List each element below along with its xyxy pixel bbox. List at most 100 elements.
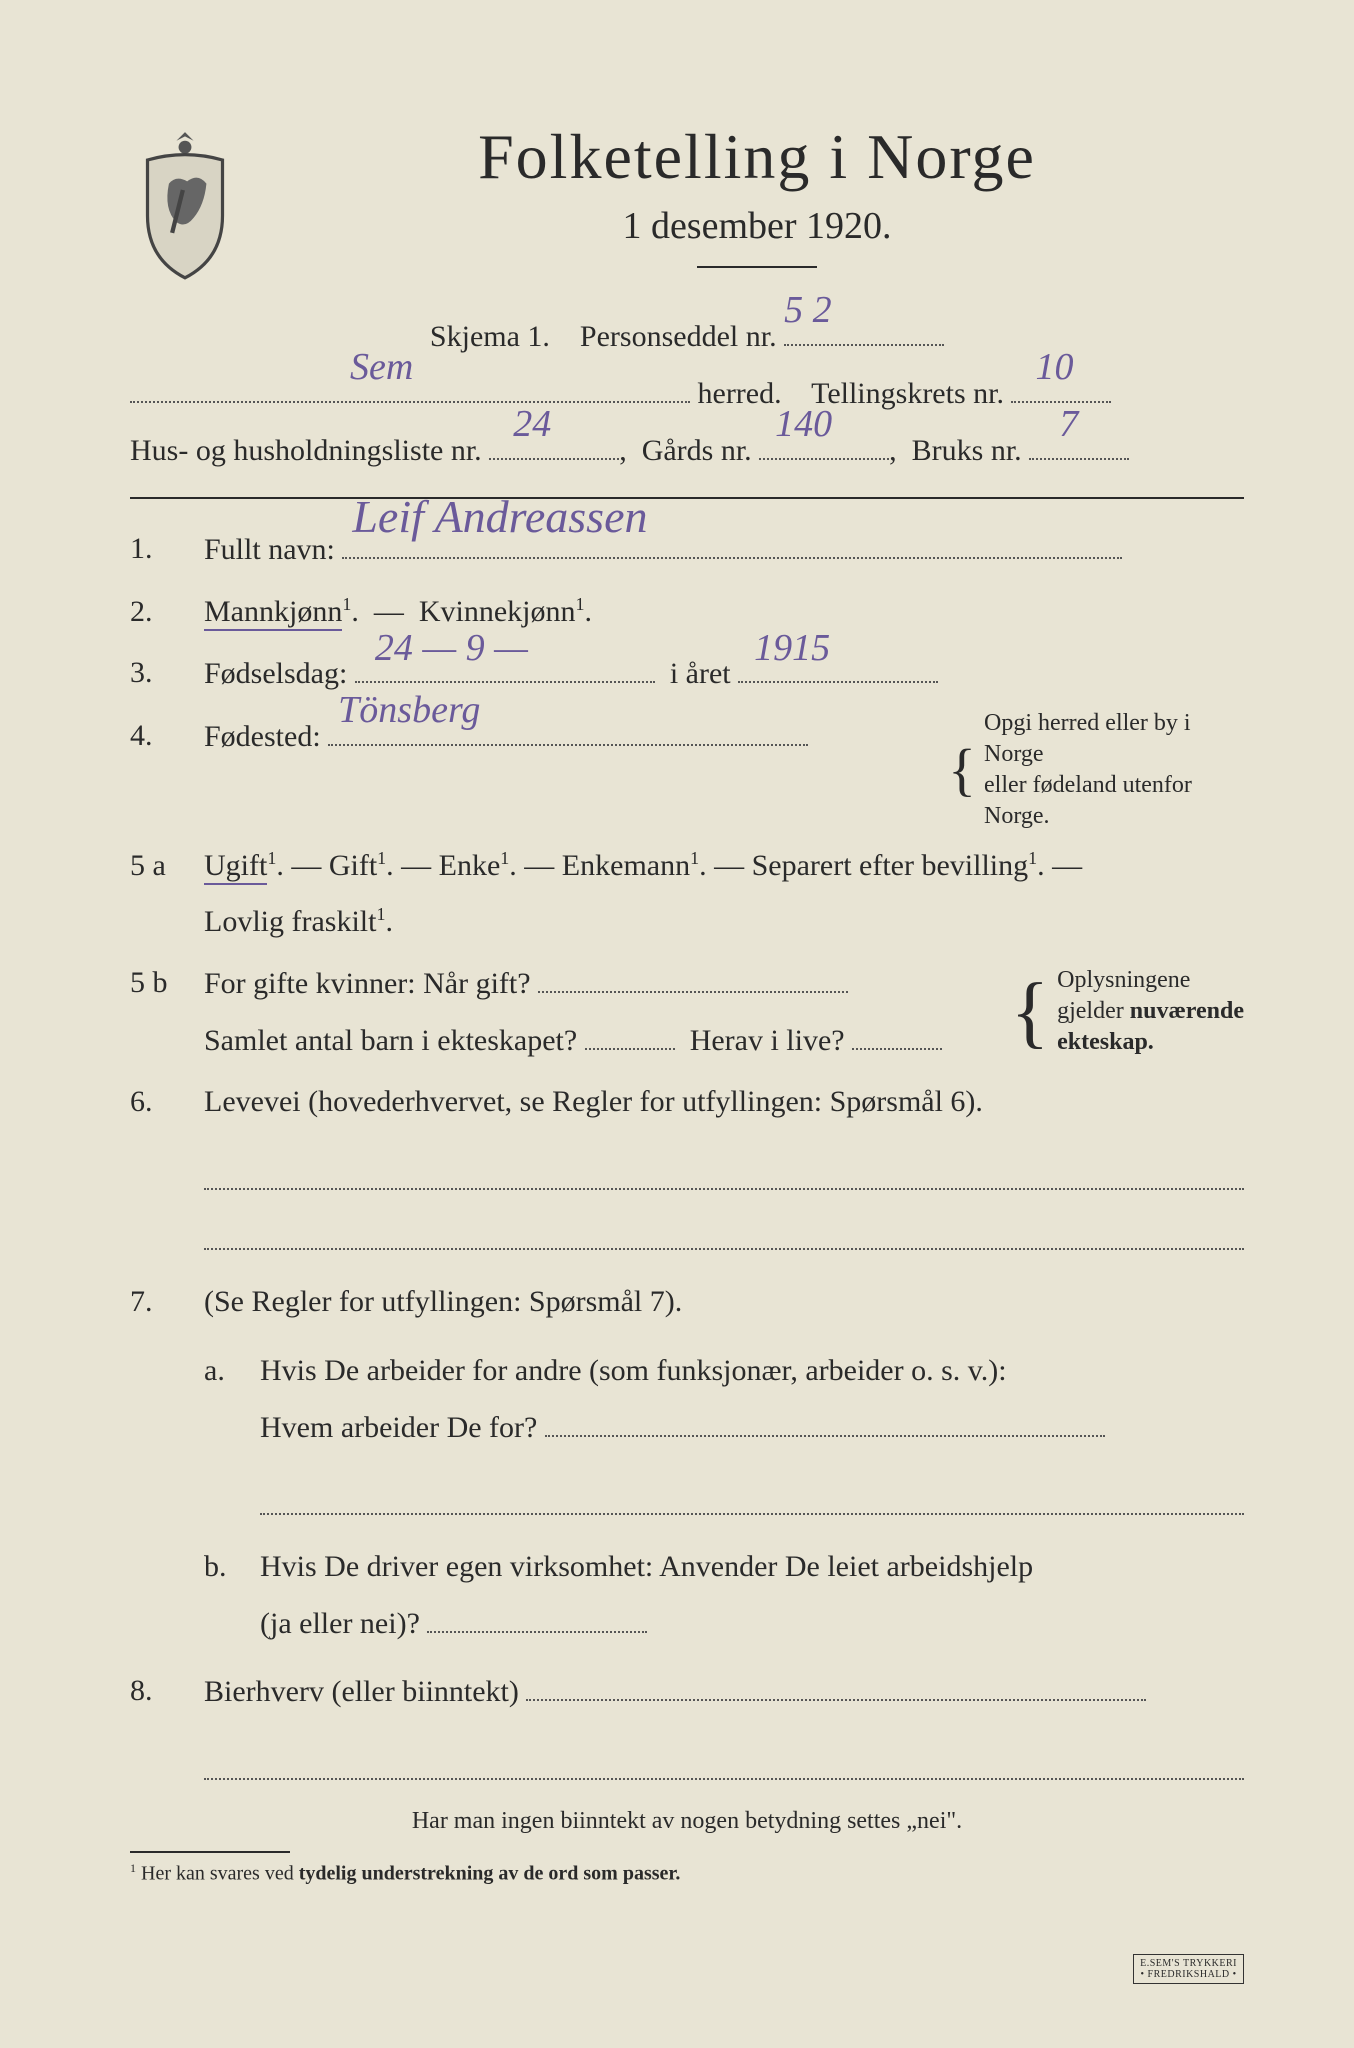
q5a-ugift: Ugift xyxy=(204,849,267,885)
q5b-n2: gjelder nuværende xyxy=(1057,998,1244,1024)
q5a-s6: 1 xyxy=(376,904,385,924)
footnote-b: tydelig understrekning av de ord som pas… xyxy=(299,1862,681,1884)
main-divider xyxy=(130,497,1244,499)
gards-field: 140 xyxy=(759,422,889,460)
q7-row: 7. (Se Regler for utfyllingen: Spørsmål … xyxy=(130,1274,1244,1652)
q1-num: 1. xyxy=(130,521,204,577)
q3-row: 3. Fødselsdag: 24 — 9 — i året 1915 xyxy=(130,645,1244,702)
q7a-l2: Hvem arbeider De for? xyxy=(260,1411,537,1444)
q5a-s4: 1 xyxy=(690,848,699,868)
gards-label: Gårds nr. xyxy=(642,434,752,467)
q4-body: Fødested: Tönsberg { Opgi herred eller b… xyxy=(204,708,1244,833)
q5b-note-group: { Oplysningene gjelder nuværende ekteska… xyxy=(1011,965,1244,1059)
q5b-l2b: Herav i live? xyxy=(690,1024,845,1057)
q7b-body: Hvis De driver egen virksomhet: Anvender… xyxy=(260,1539,1244,1651)
skjema-label: Skjema 1. xyxy=(430,320,550,353)
hus-field: 24 xyxy=(489,422,619,460)
q5a-row: 5 a Ugift1. — Gift1. — Enke1. — Enkemann… xyxy=(130,838,1244,949)
q4-label: Fødested: xyxy=(204,720,321,753)
q7a-body: Hvis De arbeider for andre (som funksjon… xyxy=(260,1343,1244,1455)
title-block: Folketelling i Norge 1 desember 1920. xyxy=(270,120,1244,298)
q2-sup2: 1 xyxy=(575,594,584,614)
q3-num: 3. xyxy=(130,645,204,701)
q5b-l1: For gifte kvinner: Når gift? xyxy=(204,967,531,1000)
q2-row: 2. Mannkjønn1. — Kvinnekjønn1. xyxy=(130,584,1244,640)
tellingskrets-label: Tellingskrets nr. xyxy=(811,377,1004,410)
footnote-marker: 1 xyxy=(130,1861,136,1875)
q5a-gift: Gift xyxy=(329,849,377,882)
q5b-note: Oplysningene gjelder nuværende ekteskap. xyxy=(1057,965,1244,1059)
q4-note-l1: Opgi herred eller by i Norge xyxy=(984,710,1191,767)
q8-label: Bierhverv (eller biinntekt) xyxy=(204,1675,519,1708)
q4-note-group: { Opgi herred eller by i Norge eller fød… xyxy=(948,708,1244,833)
bruks-field: 7 xyxy=(1029,422,1129,460)
hus-label: Hus- og husholdningsliste nr. xyxy=(130,434,482,467)
q2-body: Mannkjønn1. — Kvinnekjønn1. xyxy=(204,584,1244,640)
q4-num: 4. xyxy=(130,708,204,764)
brace-icon: { xyxy=(948,747,976,793)
q8-field xyxy=(526,1663,1146,1701)
q5b-f1 xyxy=(538,955,848,993)
q5b-f3 xyxy=(852,1012,942,1050)
q7a-num: a. xyxy=(204,1343,260,1455)
q6-num: 6. xyxy=(130,1074,204,1130)
bruks-value: 7 xyxy=(1059,388,1078,460)
q3-iaret: i året xyxy=(670,657,731,690)
q7b-l2: (ja eller nei)? xyxy=(260,1607,420,1640)
q5b-main: For gifte kvinner: Når gift? Samlet anta… xyxy=(204,955,1001,1068)
q4-main: Fødested: Tönsberg xyxy=(204,708,938,765)
q1-value: Leif Andreassen xyxy=(352,474,647,559)
q4-field: Tönsberg xyxy=(328,708,808,746)
footnote: 1 Her kan svares ved tydelig understrekn… xyxy=(130,1861,1244,1886)
q3-year-field: 1915 xyxy=(738,645,938,683)
q7a-l1: Hvis De arbeider for andre (som funksjon… xyxy=(260,1354,1007,1387)
skjema-line: Skjema 1. Personseddel nr. 5 2 xyxy=(130,308,1244,365)
q7b: b. Hvis De driver egen virksomhet: Anven… xyxy=(204,1539,1244,1651)
q7a: a. Hvis De arbeider for andre (som funks… xyxy=(204,1343,1244,1455)
q5a-s3: 1 xyxy=(500,848,509,868)
q5a-s5: 1 xyxy=(1028,848,1037,868)
q6-row: 6. Levevei (hovederhvervet, se Regler fo… xyxy=(130,1074,1244,1130)
q5b-row: 5 b For gifte kvinner: Når gift? Samlet … xyxy=(130,955,1244,1068)
q2-sup1: 1 xyxy=(342,594,351,614)
q7-body: (Se Regler for utfyllingen: Spørsmål 7).… xyxy=(204,1274,1244,1652)
date-subtitle: 1 desember 1920. xyxy=(270,204,1244,248)
q5b-num: 5 b xyxy=(130,955,204,1011)
printer-stamp: E.SEM'S TRYKKERI • FREDRIKSHALD • xyxy=(1133,1954,1244,1984)
census-form-page: Folketelling i Norge 1 desember 1920. Sk… xyxy=(0,0,1354,2048)
q5a-s1: 1 xyxy=(267,848,276,868)
q7-num: 7. xyxy=(130,1274,204,1330)
q5b-n3: ekteskap. xyxy=(1057,1029,1154,1055)
q5b-n1: Oplysningene xyxy=(1057,967,1190,993)
footnote-a: Her kan svares ved xyxy=(141,1862,299,1884)
header: Folketelling i Norge 1 desember 1920. xyxy=(130,120,1244,298)
q8-row: 8. Bierhverv (eller biinntekt) xyxy=(130,1663,1244,1720)
q7a-field xyxy=(545,1399,1105,1437)
q5a-num: 5 a xyxy=(130,838,204,894)
q8-blank xyxy=(204,1744,1244,1780)
q1-label: Fullt navn: xyxy=(204,533,335,566)
q5a-body: Ugift1. — Gift1. — Enke1. — Enkemann1. —… xyxy=(204,838,1244,949)
q6-text: Levevei (hovederhvervet, se Regler for u… xyxy=(204,1074,1244,1130)
q5a-enke: Enke xyxy=(439,849,501,882)
q6-blank-1 xyxy=(204,1154,1244,1190)
q1-field: Leif Andreassen xyxy=(342,521,1122,559)
q5a-separert: Separert efter bevilling xyxy=(752,849,1029,882)
bruks-label: Bruks nr. xyxy=(912,434,1022,467)
q7-intro: (Se Regler for utfyllingen: Spørsmål 7). xyxy=(204,1274,1244,1330)
coat-of-arms-icon xyxy=(130,130,240,280)
gards-value: 140 xyxy=(775,388,832,460)
q4-value: Tönsberg xyxy=(338,675,480,745)
q3-year-value: 1915 xyxy=(754,613,830,683)
q5b-body: For gifte kvinner: Når gift? Samlet anta… xyxy=(204,955,1244,1068)
hus-value: 24 xyxy=(513,388,551,460)
q4-row: 4. Fødested: Tönsberg { Opgi herred elle… xyxy=(130,708,1244,833)
q6-blank-2 xyxy=(204,1214,1244,1250)
q5b-f2 xyxy=(585,1012,675,1050)
q7a-blank xyxy=(260,1479,1244,1515)
q4-note: Opgi herred eller by i Norge eller fødel… xyxy=(984,708,1244,833)
herred-value: Sem xyxy=(350,331,413,403)
herred-suffix: herred. xyxy=(698,377,782,410)
q5a-enkemann: Enkemann xyxy=(562,849,690,882)
printer-l2: • FREDRIKSHALD • xyxy=(1140,1969,1237,1980)
